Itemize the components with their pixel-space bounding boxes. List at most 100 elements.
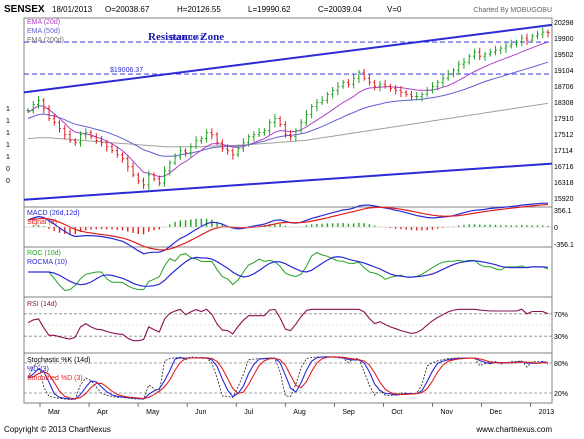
ohlc-bar (126, 155, 130, 172)
ohlc-bar (110, 143, 114, 154)
price-y-tick: 20298 (554, 20, 574, 27)
ohlc-bar (173, 153, 177, 166)
legend-stoch-d: %D (3) (27, 366, 49, 373)
ohlc-bar (415, 91, 419, 101)
x-axis-label: Oct (391, 409, 402, 416)
header-date: 18/01/2013 (52, 5, 93, 14)
legend-ema50: EMA (50d) (27, 28, 60, 35)
ohlc-bar (436, 79, 440, 91)
ohlc-bar (409, 90, 413, 100)
header-high: H=20126.55 (177, 5, 221, 14)
header-close: C=20039.04 (318, 5, 362, 14)
ohlc-bar (241, 138, 245, 152)
price-y-tick: 19900 (554, 36, 574, 43)
rocma-line (28, 255, 549, 287)
ohlc-bar (294, 128, 298, 142)
legend-signal: Signal (9) (27, 219, 57, 226)
ohlc-bar (388, 83, 392, 92)
ohlc-bar (262, 128, 266, 136)
legend-ema20: EMA (20d) (27, 19, 60, 26)
ohlc-bar (472, 48, 476, 60)
x-axis-label: Jul (244, 409, 253, 416)
ohlc-bar (488, 48, 492, 57)
ohlc-bar (268, 119, 272, 135)
ohlc-bar (163, 166, 167, 187)
header-low: L=19990.62 (248, 5, 291, 14)
ohlc-bar (420, 91, 424, 102)
ohlc-bar (63, 125, 67, 140)
ohlc-bar (378, 80, 382, 92)
x-axis-label: Jun (195, 409, 206, 416)
ohlc-bar (73, 138, 77, 146)
stoch-panel-frame (23, 352, 553, 404)
ohlc-bar (357, 69, 361, 84)
ohlc-bar (26, 108, 30, 113)
ohlc-bar (215, 132, 219, 146)
ohlc-bar (299, 119, 303, 134)
stoch-smoothed-d-line (27, 356, 549, 400)
ohlc-bar (121, 152, 125, 163)
price-y-tick: 19104 (554, 68, 574, 75)
ohlc-bar (383, 79, 387, 89)
ohlc-bar (346, 78, 350, 88)
macd-panel: 356.1 0 -356.1 MACD (26d,12d) Signal (9) (24, 202, 574, 255)
signal-line (27, 203, 549, 251)
ohlc-bar (226, 144, 230, 155)
ohlc-bar (483, 51, 487, 62)
resistance-upper-label: $19801.47 (170, 35, 203, 42)
ohlc-bar (84, 128, 88, 140)
price-left-tick: 0 (6, 178, 10, 185)
ohlc-bar (462, 57, 466, 70)
ohlc-bar (530, 33, 534, 43)
ohlc-bar (535, 30, 539, 40)
price-left-tick: 1 (6, 130, 10, 137)
footer-site: www.chartnexus.com (475, 425, 552, 434)
ohlc-bar (499, 45, 503, 55)
header-charted-by: Charted By MOBUGOBU (473, 7, 552, 14)
ohlc-bar (367, 73, 371, 86)
ohlc-bar (352, 73, 356, 89)
legend-stoch-smoothed: Smoothed %D (3) (27, 375, 83, 382)
price-left-tick: 1 (6, 142, 10, 149)
ohlc-bar (478, 47, 482, 61)
price-left-tick: 0 (6, 166, 10, 173)
price-y-tick: 17512 (554, 132, 574, 139)
ohlc-bar (430, 81, 434, 94)
ohlc-bar (152, 172, 156, 182)
price-left-tick: 1 (6, 154, 10, 161)
header-symbol: SENSEX (4, 4, 45, 15)
price-left-tick: 1 (6, 106, 10, 113)
price-y-tick: 17114 (554, 148, 573, 155)
rsi-line (27, 308, 549, 342)
legend-ema200: EMA (200d) (27, 37, 64, 44)
ohlc-bar (509, 39, 513, 49)
rsi-panel: 70% 30% RSI (14d) (24, 301, 568, 342)
ohlc-bar (252, 131, 256, 142)
footer-copyright: Copyright © 2013 ChartNexus (4, 425, 111, 434)
x-axis-label: May (146, 409, 160, 416)
ohlc-bar (541, 27, 545, 39)
ohlc-bar (320, 96, 324, 105)
ohlc-bar (100, 136, 104, 147)
ohlc-bar (105, 140, 109, 152)
ohlc-bar (467, 53, 471, 65)
ohlc-bar (504, 42, 508, 53)
price-panel: 20298 19900 19502 19104 18706 18308 17910 17512… (6, 19, 574, 203)
ohlc-bar (236, 145, 240, 158)
ohlc-bar (94, 133, 98, 144)
ohlc-bar (157, 175, 161, 187)
ohlc-bar (310, 104, 314, 119)
ohlc-bar (331, 86, 335, 99)
ohlc-bar (136, 172, 140, 185)
price-y-tick: 16716 (554, 164, 574, 171)
price-y-tick: 15920 (554, 196, 574, 203)
legend-stoch-k: Stochastic %K (14d) (27, 357, 90, 364)
legend-roc: ROC (10d) (27, 250, 61, 257)
ohlc-bar (341, 79, 345, 89)
ohlc-bar (257, 128, 261, 138)
ohlc-bar (278, 116, 282, 127)
ohlc-bar (273, 114, 277, 128)
ohlc-bar (493, 45, 497, 56)
x-axis-label: Mar (48, 409, 61, 416)
